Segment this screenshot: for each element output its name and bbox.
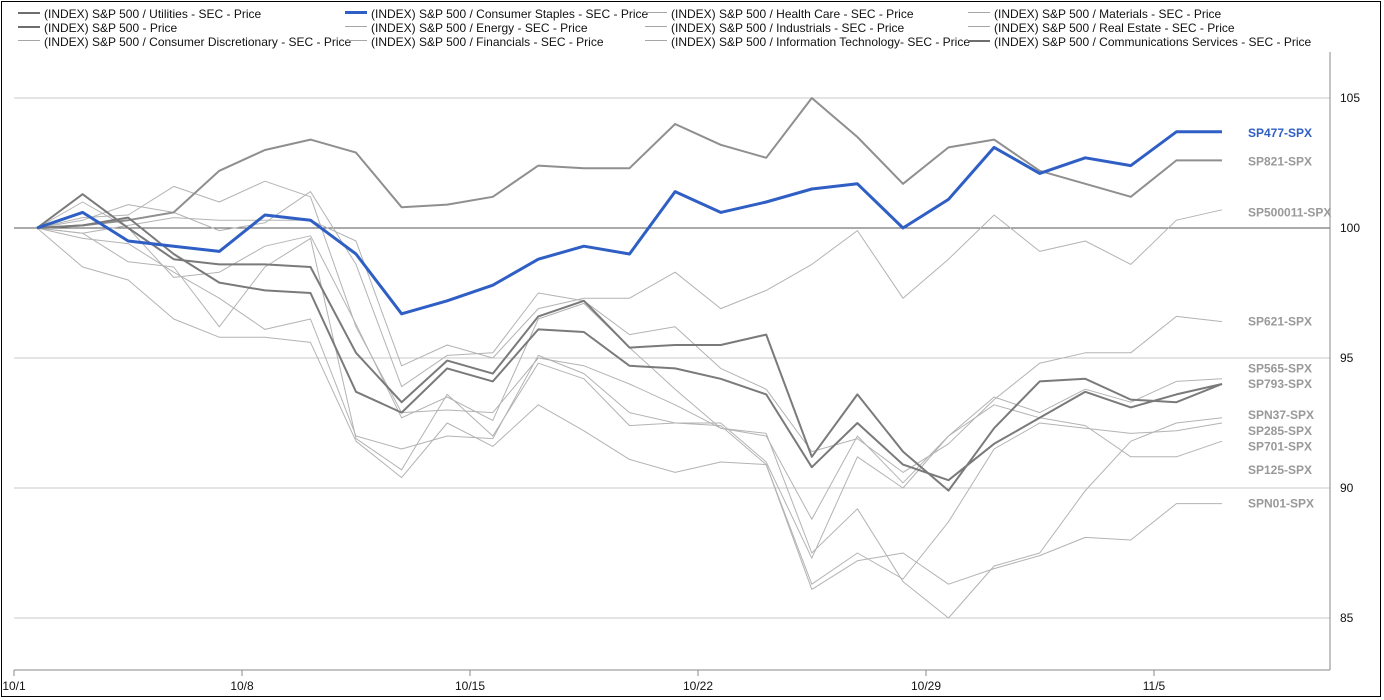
legend-swatch xyxy=(968,26,990,28)
end-label-sp793-spx: SP793-SPX xyxy=(1248,377,1312,391)
legend-item: (INDEX) S&P 500 / Industrials - SEC - Pr… xyxy=(645,20,905,35)
legend-label: (INDEX) S&P 500 / Communications Service… xyxy=(994,34,1312,49)
legend-label: (INDEX) S&P 500 / Information Technology… xyxy=(671,34,971,49)
legend-swatch xyxy=(968,39,990,42)
legend: (INDEX) S&P 500 / Utilities - SEC - Pric… xyxy=(0,4,1384,50)
legend-label: (INDEX) S&P 500 / Utilities - SEC - Pric… xyxy=(44,6,262,21)
x-tick-label: 10/22 xyxy=(683,679,713,693)
series-line-sp793-spx xyxy=(36,193,1223,492)
series-line-sp701-spx xyxy=(36,227,1223,585)
end-label-spn37-spx: SPN37-SPX xyxy=(1248,408,1314,422)
end-label-sp285-spx: SP285-SPX xyxy=(1248,424,1312,438)
legend-swatch xyxy=(645,40,667,42)
legend-swatch xyxy=(345,26,367,28)
legend-label: (INDEX) S&P 500 / Consumer Staples - SEC… xyxy=(371,6,649,21)
series-line-sp500011-spx xyxy=(36,209,1223,367)
y-tick-label: 100 xyxy=(1340,221,1360,235)
legend-label: (INDEX) S&P 500 / Real Estate - SEC - Pr… xyxy=(994,20,1235,35)
legend-item: (INDEX) S&P 500 - Price xyxy=(18,20,178,35)
y-tick-label: 95 xyxy=(1340,351,1354,365)
end-label-sp565-spx: SP565-SPX xyxy=(1248,361,1312,375)
series-line-sp621-spx xyxy=(36,191,1223,473)
legend-item: (INDEX) S&P 500 / Health Care - SEC - Pr… xyxy=(645,6,914,21)
legend-label: (INDEX) S&P 500 / Industrials - SEC - Pr… xyxy=(671,20,905,35)
end-label-sp821-spx: SP821-SPX xyxy=(1248,155,1312,169)
legend-swatch xyxy=(345,11,367,15)
legend-item: (INDEX) S&P 500 / Materials - SEC - Pric… xyxy=(968,6,1222,21)
legend-item: (INDEX) S&P 500 / Energy - SEC - Price xyxy=(345,20,588,35)
legend-item: (INDEX) S&P 500 / Consumer Discretionary… xyxy=(18,34,352,49)
legend-item: (INDEX) S&P 500 / Real Estate - SEC - Pr… xyxy=(968,20,1235,35)
x-tick-label: 10/1 xyxy=(2,679,26,693)
end-label-sp500011-spx: SP500011-SPX xyxy=(1248,205,1331,219)
x-tick-label: 11/5 xyxy=(1143,679,1166,693)
legend-item: (INDEX) S&P 500 / Communications Service… xyxy=(968,34,1312,49)
legend-label: (INDEX) S&P 500 / Consumer Discretionary… xyxy=(44,34,352,49)
legend-label: (INDEX) S&P 500 / Energy - SEC - Price xyxy=(371,20,588,35)
end-label-sp701-spx: SP701-SPX xyxy=(1248,439,1312,453)
legend-swatch xyxy=(645,12,667,14)
legend-label: (INDEX) S&P 500 - Price xyxy=(44,20,178,35)
x-tick-label: 10/15 xyxy=(455,679,485,693)
series-line-sp125-spx xyxy=(36,227,1223,559)
legend-label: (INDEX) S&P 500 / Materials - SEC - Pric… xyxy=(994,6,1222,21)
x-tick-label: 10/29 xyxy=(911,679,941,693)
y-tick-label: 85 xyxy=(1340,611,1354,625)
legend-swatch xyxy=(18,25,40,28)
legend-item: (INDEX) S&P 500 / Consumer Staples - SEC… xyxy=(345,6,649,21)
end-label-sp125-spx: SP125-SPX xyxy=(1248,463,1312,477)
y-tick-label: 105 xyxy=(1340,91,1360,105)
end-label-sp621-spx: SP621-SPX xyxy=(1248,315,1312,329)
legend-swatch xyxy=(968,12,990,14)
x-tick-label: 10/8 xyxy=(230,679,254,693)
legend-label: (INDEX) S&P 500 / Health Care - SEC - Pr… xyxy=(671,6,914,21)
legend-item: (INDEX) S&P 500 / Utilities - SEC - Pric… xyxy=(18,6,262,21)
end-label-sp477-spx: SP477-SPX xyxy=(1248,126,1312,140)
legend-swatch xyxy=(645,26,667,28)
series-line-sp821-spx xyxy=(36,97,1222,229)
series-line-sp477-spx xyxy=(36,130,1222,316)
legend-item: (INDEX) S&P 500 / Information Technology… xyxy=(645,34,971,49)
end-label-spn01-spx: SPN01-SPX xyxy=(1248,497,1314,511)
legend-item: (INDEX) S&P 500 / Financials - SEC - Pri… xyxy=(345,34,604,49)
y-tick-label: 90 xyxy=(1340,481,1354,495)
legend-swatch xyxy=(18,11,40,14)
series-line-spn01-spx xyxy=(36,227,1222,590)
legend-swatch xyxy=(18,40,40,42)
legend-swatch xyxy=(345,40,367,42)
series-line-spn37-spx xyxy=(36,180,1223,619)
series-line-sp285-spx xyxy=(36,216,1223,482)
legend-label: (INDEX) S&P 500 / Financials - SEC - Pri… xyxy=(371,34,604,49)
